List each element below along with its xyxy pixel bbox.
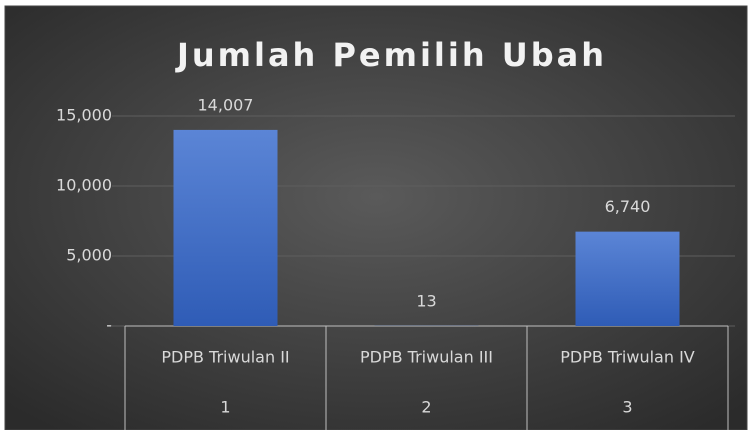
data-label: 6,740 <box>605 197 651 216</box>
y-tick-label: 15,000 <box>56 106 112 125</box>
chart-title: Jumlah Pemilih Ubah <box>175 36 607 74</box>
data-label: 14,007 <box>198 95 254 114</box>
y-tick-label: 10,000 <box>56 176 112 195</box>
bar <box>575 231 680 326</box>
chart-background <box>4 5 748 430</box>
y-tick-label: - <box>106 316 112 335</box>
x-group-label: 1 <box>220 398 230 417</box>
x-tick-label: PDPB Triwulan IV <box>560 348 695 367</box>
x-tick-label: PDPB Triwulan II <box>161 348 289 367</box>
data-label: 13 <box>416 291 436 310</box>
x-group-label: 3 <box>622 398 632 417</box>
x-tick-label: PDPB Triwulan III <box>360 348 493 367</box>
x-group-label: 2 <box>421 398 431 417</box>
y-tick-label: 5,000 <box>66 246 112 265</box>
bar <box>173 129 278 326</box>
